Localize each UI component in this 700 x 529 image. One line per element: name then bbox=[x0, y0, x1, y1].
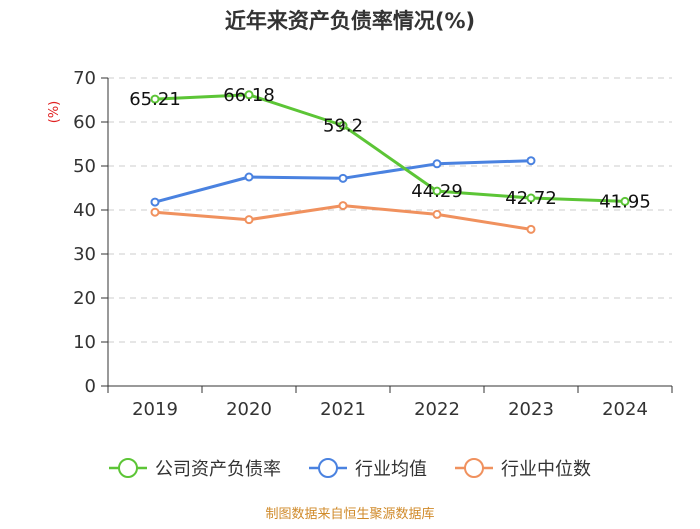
legend-label: 行业中位数 bbox=[501, 459, 591, 480]
legend-label: 行业均值 bbox=[355, 459, 427, 480]
data-point-0[interactable] bbox=[620, 196, 630, 206]
legend-label: 公司资产负债率 bbox=[155, 459, 281, 480]
x-tick-label: 2019 bbox=[132, 399, 178, 420]
x-tick-label: 2020 bbox=[226, 399, 272, 420]
data-label-layer: 65.21 66.18 59.2 44.29 42.72 41.95 bbox=[129, 85, 651, 213]
data-point-2[interactable] bbox=[244, 215, 254, 225]
data-point-2[interactable] bbox=[526, 224, 536, 234]
data-label: 42.72 bbox=[505, 188, 557, 209]
series-layer bbox=[150, 90, 630, 234]
grid-layer bbox=[108, 77, 672, 343]
data-point-0[interactable] bbox=[526, 193, 536, 203]
legend-circle-icon bbox=[118, 458, 138, 478]
x-tick-label: 2024 bbox=[602, 399, 648, 420]
legend-circle-icon bbox=[464, 458, 484, 478]
axis-layer: 0 10 20 30 40 50 60 70 2019 2020 2021 2022 2023 2024 bbox=[73, 68, 673, 420]
data-point-1[interactable] bbox=[150, 197, 160, 207]
legend-item-2[interactable]: 行业中位数 bbox=[455, 458, 591, 480]
y-tick-label: 70 bbox=[73, 68, 96, 89]
data-label: 65.21 bbox=[129, 89, 181, 110]
data-point-2[interactable] bbox=[338, 201, 348, 211]
data-point-1[interactable] bbox=[338, 173, 348, 183]
y-tick-label: 0 bbox=[85, 376, 96, 397]
data-point-0[interactable] bbox=[150, 94, 160, 104]
y-tick-label: 40 bbox=[73, 200, 96, 221]
data-point-1[interactable] bbox=[432, 159, 442, 169]
x-tick-label: 2021 bbox=[320, 399, 366, 420]
data-label: 41.95 bbox=[599, 191, 651, 212]
y-tick-label: 30 bbox=[73, 244, 96, 265]
y-tick-label: 60 bbox=[73, 112, 96, 133]
data-point-0[interactable] bbox=[244, 90, 254, 100]
data-label: 59.2 bbox=[323, 116, 363, 137]
legend-item-1[interactable]: 行业均值 bbox=[309, 458, 427, 480]
legend: 公司资产负债率 行业均值 行业中位数 bbox=[109, 458, 591, 480]
data-point-2[interactable] bbox=[432, 209, 442, 219]
x-tick-label: 2022 bbox=[414, 399, 460, 420]
data-label: 44.29 bbox=[411, 181, 463, 202]
data-point-0[interactable] bbox=[432, 186, 442, 196]
data-point-2[interactable] bbox=[150, 207, 160, 217]
source-note: 制图数据来自恒生聚源数据库 bbox=[265, 506, 434, 522]
data-point-1[interactable] bbox=[526, 156, 536, 166]
data-point-1[interactable] bbox=[244, 172, 254, 182]
data-label: 66.18 bbox=[223, 85, 275, 106]
data-point-0[interactable] bbox=[338, 121, 348, 131]
x-tick-label: 2023 bbox=[508, 399, 554, 420]
y-axis-unit-label: (%) bbox=[47, 101, 62, 124]
legend-item-0[interactable]: 公司资产负债率 bbox=[109, 458, 281, 480]
chart-title: 近年来资产负债率情况(%) bbox=[225, 9, 475, 33]
legend-circle-icon bbox=[318, 458, 338, 478]
y-tick-label: 20 bbox=[73, 288, 96, 309]
series-line-0 bbox=[153, 93, 627, 203]
y-tick-label: 10 bbox=[73, 332, 96, 353]
y-tick-label: 50 bbox=[73, 156, 96, 177]
